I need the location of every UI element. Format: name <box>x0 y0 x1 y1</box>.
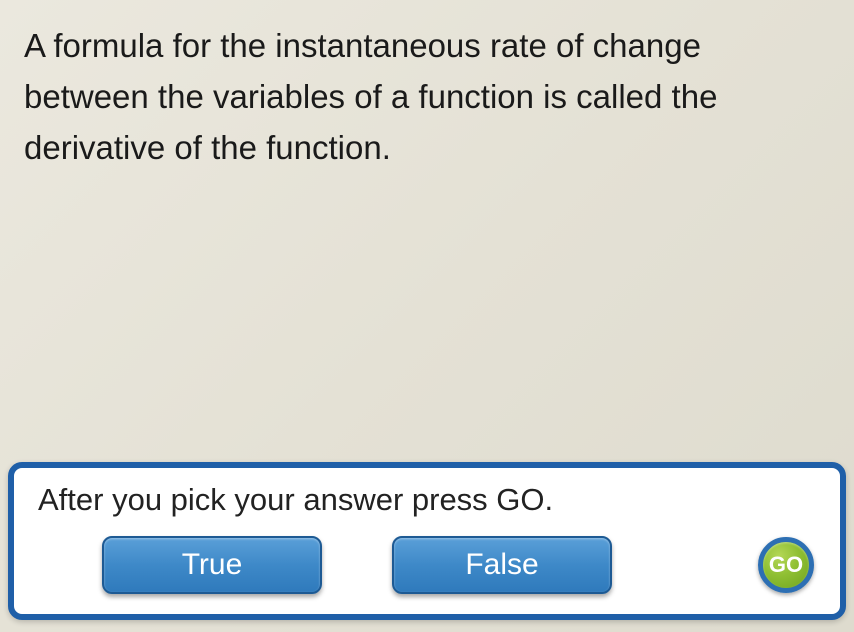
true-button[interactable]: True <box>102 536 322 594</box>
answer-panel: After you pick your answer press GO. Tru… <box>8 462 846 620</box>
question-area: A formula for the instantaneous rate of … <box>0 0 854 462</box>
false-button[interactable]: False <box>392 536 612 594</box>
instruction-text: After you pick your answer press GO. <box>32 482 822 518</box>
button-row: True False GO <box>32 536 822 594</box>
question-text: A formula for the instantaneous rate of … <box>24 20 830 173</box>
go-button[interactable]: GO <box>758 537 814 593</box>
